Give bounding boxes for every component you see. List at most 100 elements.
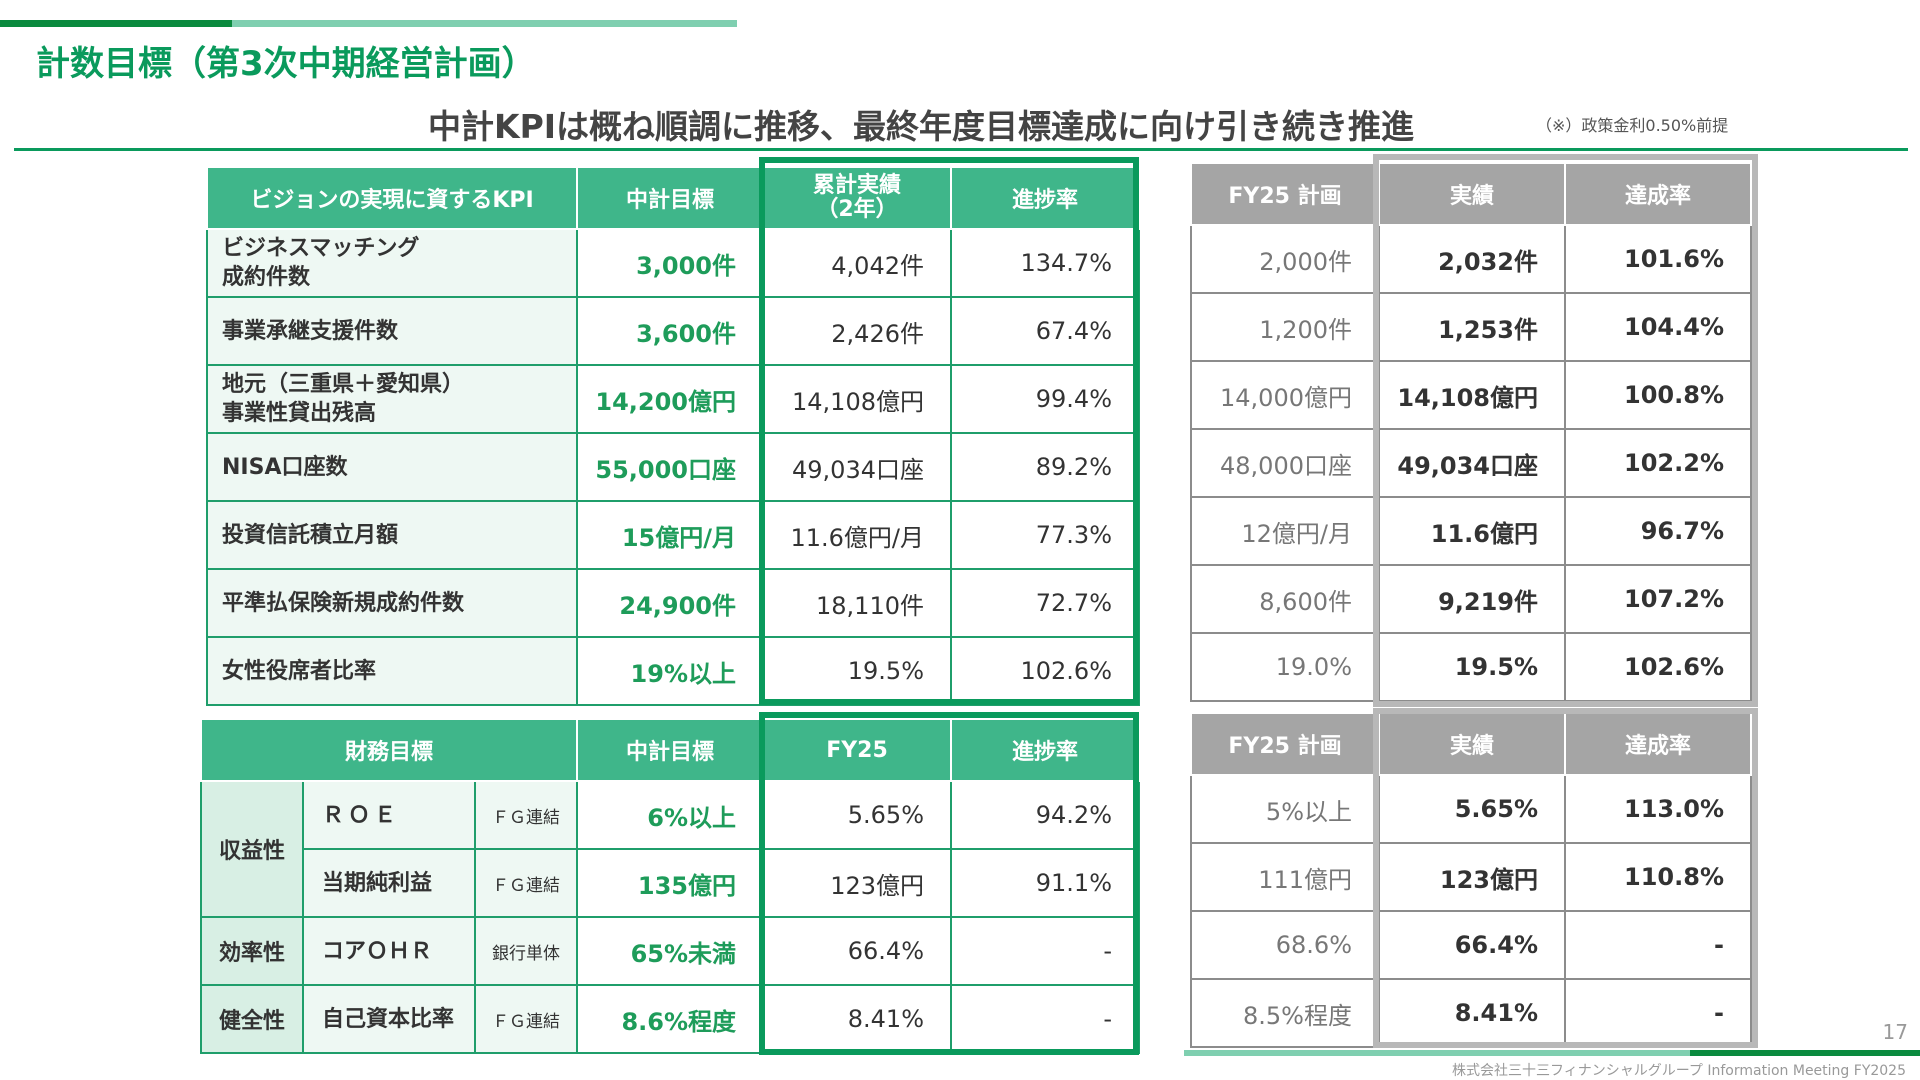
fin-scope: 銀行単体: [473, 916, 579, 986]
kpi-label: 女性役席者比率: [206, 636, 578, 706]
fin-label: 自己資本比率: [302, 984, 476, 1054]
fy25-actual: 66.4%: [1378, 910, 1566, 980]
fy25-kpi-highlight-frame: [1373, 154, 1758, 707]
fin-rate: -: [950, 916, 1141, 986]
fin-actual: 123億円: [762, 848, 953, 918]
footer-bar-light: [1184, 1050, 1690, 1056]
table-row: 8,600件 9,219件 107.2%: [1190, 564, 1752, 634]
kpi-target: 3,600件: [576, 296, 764, 366]
fin-actual: 8.41%: [762, 984, 953, 1054]
fin-table: 財務目標 中計目標 FY25 進捗率 収益性 ＲＯＥ ＦＧ連結 6%以上 5.6…: [199, 718, 1141, 1054]
fy25-kpi-header-plan: FY25 計画: [1190, 162, 1380, 226]
table-row: 健全性 自己資本比率 ＦＧ連結 8.6%程度 8.41% -: [200, 984, 1141, 1054]
fin-target: 135億円: [576, 848, 765, 918]
fy25-actual: 1,253件: [1378, 292, 1566, 362]
kpi-actual: 14,108億円: [762, 364, 952, 434]
table-row: 女性役席者比率 19%以上 19.5% 102.6%: [206, 636, 1140, 706]
fin-label: ＲＯＥ: [302, 780, 476, 850]
fin-header-target: 中計目標: [576, 718, 765, 782]
fin-header-rate: 進捗率: [950, 718, 1141, 782]
fy25-actual: 19.5%: [1378, 632, 1566, 702]
fy25-actual: 14,108億円: [1378, 360, 1566, 430]
fy25-plan: 8,600件: [1190, 564, 1380, 634]
table-row: 14,000億円 14,108億円 100.8%: [1190, 360, 1752, 430]
table-row: 平準払保険新規成約件数 24,900件 18,110件 72.7%: [206, 568, 1140, 638]
fin-label: コアＯＨＲ: [302, 916, 476, 986]
fy25-actual: 9,219件: [1378, 564, 1566, 634]
fy25-rate: 101.6%: [1564, 224, 1752, 294]
fy25-fin-table: FY25 計画 実績 達成率 5%以上 5.65% 113.0% 111億円 123億…: [1190, 712, 1752, 1048]
kpi-highlight-frame: [759, 157, 1139, 705]
fy25-rate: 102.2%: [1564, 428, 1752, 498]
fy25-plan: 1,200件: [1190, 292, 1380, 362]
fy25-rate: 96.7%: [1564, 496, 1752, 566]
fin-header-label: 財務目標: [199, 718, 579, 782]
kpi-label: 投資信託積立月額: [206, 500, 578, 570]
fy25-rate: 113.0%: [1564, 774, 1752, 844]
kpi-actual: 2,426件: [762, 296, 952, 366]
fin-group-soundness: 健全性: [200, 984, 304, 1054]
table-row: 当期純利益 ＦＧ連結 135億円 123億円 91.1%: [201, 848, 1141, 918]
fy25-rate: 110.8%: [1564, 842, 1752, 912]
fy25-actual: 49,034口座: [1378, 428, 1566, 498]
table-row: 111億円 123億円 110.8%: [1190, 842, 1752, 912]
fin-rate: 94.2%: [950, 780, 1141, 850]
table-row: 12億円/月 11.6億円 96.7%: [1190, 496, 1752, 566]
fin-header-actual: FY25: [762, 718, 953, 782]
fy25-fin-header-plan: FY25 計画: [1190, 712, 1380, 776]
table-row: 48,000口座 49,034口座 102.2%: [1190, 428, 1752, 498]
kpi-rate: 99.4%: [950, 364, 1140, 434]
fy25-plan: 111億円: [1190, 842, 1380, 912]
fy25-rate: 100.8%: [1564, 360, 1752, 430]
fy25-actual: 5.65%: [1378, 774, 1566, 844]
fy25-rate: -: [1564, 910, 1752, 980]
fy25-actual: 8.41%: [1378, 978, 1566, 1048]
fy25-rate: 102.6%: [1564, 632, 1752, 702]
table-row: 投資信託積立月額 15億円/月 11.6億円/月 77.3%: [206, 500, 1140, 570]
fy25-fin-header-actual: 実績: [1378, 712, 1566, 776]
table-row: 収益性 ＲＯＥ ＦＧ連結 6%以上 5.65% 94.2%: [200, 780, 1141, 918]
fy25-fin-header-rate: 達成率: [1564, 712, 1752, 776]
kpi-target: 55,000口座: [576, 432, 764, 502]
kpi-actual: 49,034口座: [762, 432, 952, 502]
fy25-plan: 48,000口座: [1190, 428, 1380, 498]
kpi-rate: 134.7%: [950, 228, 1140, 298]
fy25-rate: -: [1564, 978, 1752, 1048]
table-row: 2,000件 2,032件 101.6%: [1190, 224, 1752, 294]
fy25-plan: 68.6%: [1190, 910, 1380, 980]
fy25-plan: 14,000億円: [1190, 360, 1380, 430]
page-title: 計数目標（第3次中期経営計画）: [36, 44, 536, 84]
fin-target: 65%未満: [576, 916, 765, 986]
fy25-fin-highlight-frame: [1373, 708, 1758, 1048]
kpi-target: 15億円/月: [576, 500, 764, 570]
fin-actual: 5.65%: [762, 780, 953, 850]
fin-rate: 91.1%: [950, 848, 1141, 918]
kpi-label: ビジネスマッチング 成約件数: [206, 228, 578, 298]
fin-scope: ＦＧ連結: [473, 984, 579, 1054]
kpi-rate: 77.3%: [950, 500, 1140, 570]
fin-scope: ＦＧ連結: [473, 848, 579, 918]
kpi-header-label: ビジョンの実現に資するKPI: [206, 166, 578, 230]
fy25-plan: 2,000件: [1190, 224, 1380, 294]
kpi-target: 19%以上: [576, 636, 764, 706]
headline: 中計KPIは概ね順調に推移、最終年度目標達成に向け引き続き推進: [428, 107, 1415, 146]
fin-target: 8.6%程度: [576, 984, 765, 1054]
footer-bar-dark: [1690, 1050, 1920, 1056]
kpi-rate: 89.2%: [950, 432, 1140, 502]
kpi-rate: 102.6%: [950, 636, 1140, 706]
header-divider: [14, 148, 1908, 151]
kpi-actual: 11.6億円/月: [762, 500, 952, 570]
fy25-plan: 8.5%程度: [1190, 978, 1380, 1048]
table-row: 地元（三重県＋愛知県） 事業性貸出残高 14,200億円 14,108億円 99…: [206, 364, 1140, 434]
table-row: 5%以上 5.65% 113.0%: [1190, 774, 1752, 844]
fin-highlight-frame: [759, 712, 1139, 1055]
fin-label: 当期純利益: [302, 848, 476, 918]
kpi-rate: 72.7%: [950, 568, 1140, 638]
kpi-actual: 4,042件: [762, 228, 952, 298]
headline-note: （※）政策金利0.50%前提: [1536, 116, 1729, 135]
fy25-plan: 5%以上: [1190, 774, 1380, 844]
fy25-kpi-table: FY25 計画 実績 達成率 2,000件 2,032件 101.6% 1,200件…: [1190, 162, 1752, 702]
fin-group-efficiency: 効率性: [200, 916, 304, 986]
page-number: 17: [1882, 1020, 1908, 1044]
fy25-actual: 123億円: [1378, 842, 1566, 912]
